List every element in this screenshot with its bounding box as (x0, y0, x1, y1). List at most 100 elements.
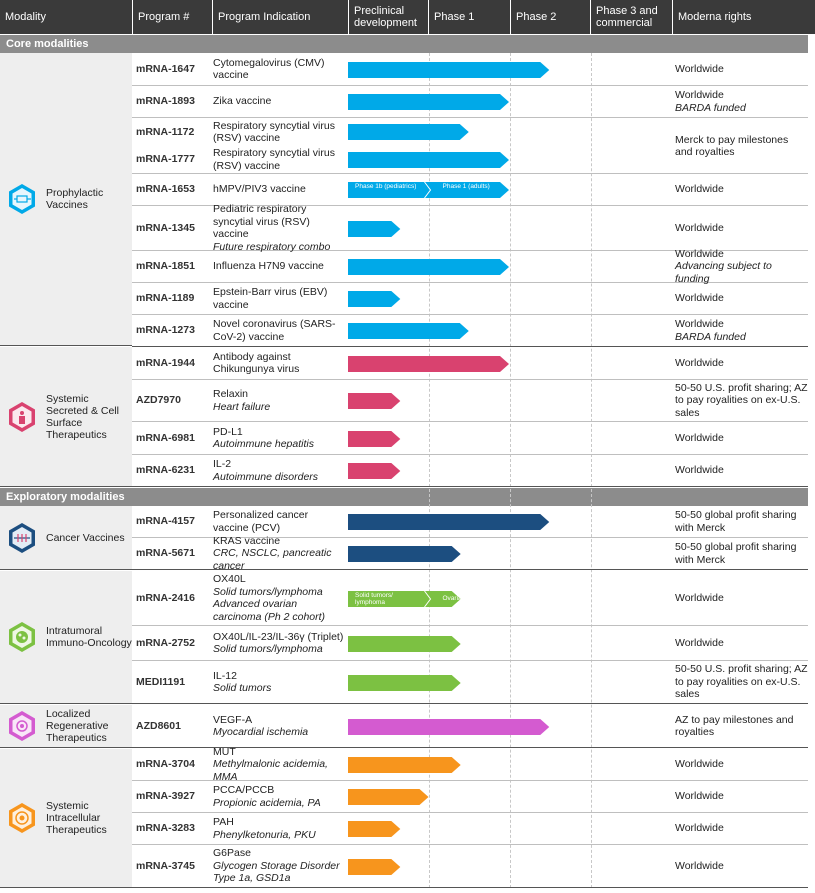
indication-detail: Solid tumors/lymphoma (213, 585, 323, 598)
indication-detail: Solid tumors (213, 682, 272, 694)
table-row: mRNA-1944 Antibody against Chikungunya vi… (132, 347, 808, 380)
rights-text: Worldwide (675, 63, 724, 76)
rights-text: Worldwide (675, 357, 724, 370)
arrow-shape (348, 789, 429, 805)
indication-detail: Methylmalonic acidemia, MMA (213, 758, 328, 783)
header-rights: Moderna rights (672, 0, 815, 34)
rights-text: Worldwide (675, 592, 724, 605)
progress-arrow (348, 859, 401, 875)
table-row: AZD8601 VEGF-A Myocardial ischemia AZ to pa… (132, 705, 808, 748)
progress-arrow (348, 94, 509, 110)
indication-name: Cytomegalovirus (CMV) vaccine (213, 56, 325, 82)
rights-main: 50-50 U.S. profit sharing; AZ to pay roy… (675, 663, 808, 701)
progress-arrow (348, 719, 550, 735)
arrow-shape (348, 291, 401, 307)
progress-arrow (348, 393, 401, 409)
moderna-rights: Worldwide (672, 626, 808, 660)
program-indication: Epstein-Barr virus (EBV) vaccine (210, 283, 346, 314)
program-indication: Zika vaccine (210, 86, 346, 117)
rights-main: Worldwide (675, 318, 724, 330)
progress-arrow (348, 463, 401, 479)
indication-name: Respiratory syncytial virus (RSV) vaccin… (213, 119, 335, 145)
rights-text: Worldwide (675, 222, 724, 235)
program-indication: OX40L Solid tumors/lymphoma Advanced ovari… (210, 571, 346, 625)
indication-detail: Future respiratory combo (213, 240, 331, 253)
rights-text: 50-50 U.S. profit sharing; AZ to pay roy… (675, 663, 808, 701)
program-indication: Respiratory syncytial virus (RSV) vaccin… (210, 118, 346, 146)
moderna-rights: Worldwide (672, 813, 808, 844)
arrow-shape (348, 591, 461, 607)
arrow-shape (348, 152, 509, 168)
header-preclinical: Preclinical development (348, 0, 428, 34)
table-row: mRNA-1647 Cytomegalovirus (CMV) vaccine Wo… (132, 53, 808, 86)
indication-detail: Myocardial ischemia (213, 726, 309, 738)
header-phase2: Phase 2 (510, 0, 590, 34)
moderna-rights: 50-50 global profit sharing with Merck (672, 506, 808, 537)
group-intratumoral: Intratumoral Immuno-Oncology (0, 571, 132, 704)
rights-main: AZ to pay milestones and royalties (675, 713, 794, 739)
indication-detail: Autoimmune disorders (213, 470, 319, 483)
moderna-rights: Worldwide (672, 347, 808, 379)
indication-text: Novel coronavirus (SARS-CoV-2) vaccine (213, 318, 346, 343)
indication-text: MUT Methylmalonic acidemia, MMA (213, 746, 346, 784)
program-indication: PCCA/PCCB Propionic acidemia, PA (210, 781, 346, 812)
moderna-rights: Worldwide BARDA funded (672, 315, 808, 346)
indication-text: Pediatric respiratory syncytial virus (R… (213, 203, 346, 253)
indication-text: PCCA/PCCB Propionic acidemia, PA (213, 784, 321, 809)
segment-label: Solid tumors/ lymphoma (355, 592, 393, 606)
rights-note: Advancing subject to funding (675, 260, 772, 285)
rights-text: Worldwide (675, 183, 724, 196)
section-core: Core modalities (0, 35, 808, 53)
arrow-shape (348, 757, 461, 773)
program-number: mRNA-5671 (132, 538, 210, 569)
arrow-shape (348, 546, 461, 562)
segment-divider (424, 590, 432, 608)
moderna-rights: Worldwide (672, 749, 808, 780)
indication-text: Influenza H7N9 vaccine (213, 260, 324, 273)
rights-text: Worldwide BARDA funded (675, 89, 746, 114)
rights-main: Worldwide (675, 822, 724, 835)
indication-text: Relaxin Heart failure (213, 388, 270, 413)
table-row: MEDI1191 IL-12 Solid tumors 50-50 U.S. prof… (132, 661, 808, 704)
progress-arrow (348, 62, 550, 78)
program-indication: VEGF-A Myocardial ischemia (210, 705, 346, 747)
indication-name: Pediatric respiratory syncytial virus (R… (213, 203, 310, 240)
indication-text: G6Pase Glycogen Storage Disorder Type 1a,… (213, 847, 346, 885)
indication-detail: Solid tumors/lymphoma (213, 643, 323, 655)
moderna-rights: 50-50 U.S. profit sharing; AZ to pay roy… (672, 661, 808, 703)
arrow-shape (348, 259, 509, 275)
program-number: mRNA-3704 (132, 749, 210, 780)
program-number: mRNA-3745 (132, 845, 210, 887)
moderna-rights: Worldwide (672, 53, 808, 85)
cell-surface-icon (9, 401, 35, 432)
header-program: Program # (132, 0, 212, 34)
moderna-rights: Worldwide (672, 455, 808, 486)
progress-arrow (348, 323, 469, 339)
moderna-rights: 50-50 global profit sharing with Merck (672, 538, 808, 569)
rights-main: Worldwide (675, 89, 724, 101)
header-phase1: Phase 1 (428, 0, 510, 34)
indication-name: PAH (213, 816, 234, 828)
moderna-rights: Worldwide BARDA funded (672, 86, 808, 117)
rights-main: Worldwide (675, 221, 724, 234)
indication-detail: Autoimmune hepatitis (213, 438, 314, 450)
progress-arrow (348, 431, 401, 447)
progress-arrow (348, 821, 401, 837)
table-row: mRNA-1189 Epstein-Barr virus (EBV) vaccin… (132, 283, 808, 315)
group-regenerative: Localized Regenerative Therapeutics (0, 705, 132, 748)
indication-name: IL-12 (213, 669, 237, 682)
indication-name: MUT (213, 745, 236, 758)
moderna-rights: Worldwide (672, 283, 808, 314)
program-indication: hMPV/PIV3 vaccine (210, 174, 346, 205)
table-header: Modality Program # Program Indication Pr… (0, 0, 815, 34)
segment-label: Phase 1 (adults) (442, 183, 490, 190)
table-row: mRNA-6231 IL-2 Autoimmune disorders Worldwi… (132, 455, 808, 487)
program-number: mRNA-1172 (132, 118, 210, 146)
group-label-secreted: Systemic Secreted & Cell Surface Therape… (46, 392, 119, 441)
table-row: mRNA-1345 Pediatric respiratory syncytial… (132, 203, 808, 253)
rights-text: 50-50 global profit sharing with Merck (675, 541, 808, 566)
progress-arrow (348, 259, 509, 275)
rights-text: Worldwide Advancing subject to funding (675, 248, 808, 286)
arrow-shape (348, 124, 469, 140)
indication-text: Respiratory syncytial virus (RSV) vaccin… (213, 147, 346, 172)
